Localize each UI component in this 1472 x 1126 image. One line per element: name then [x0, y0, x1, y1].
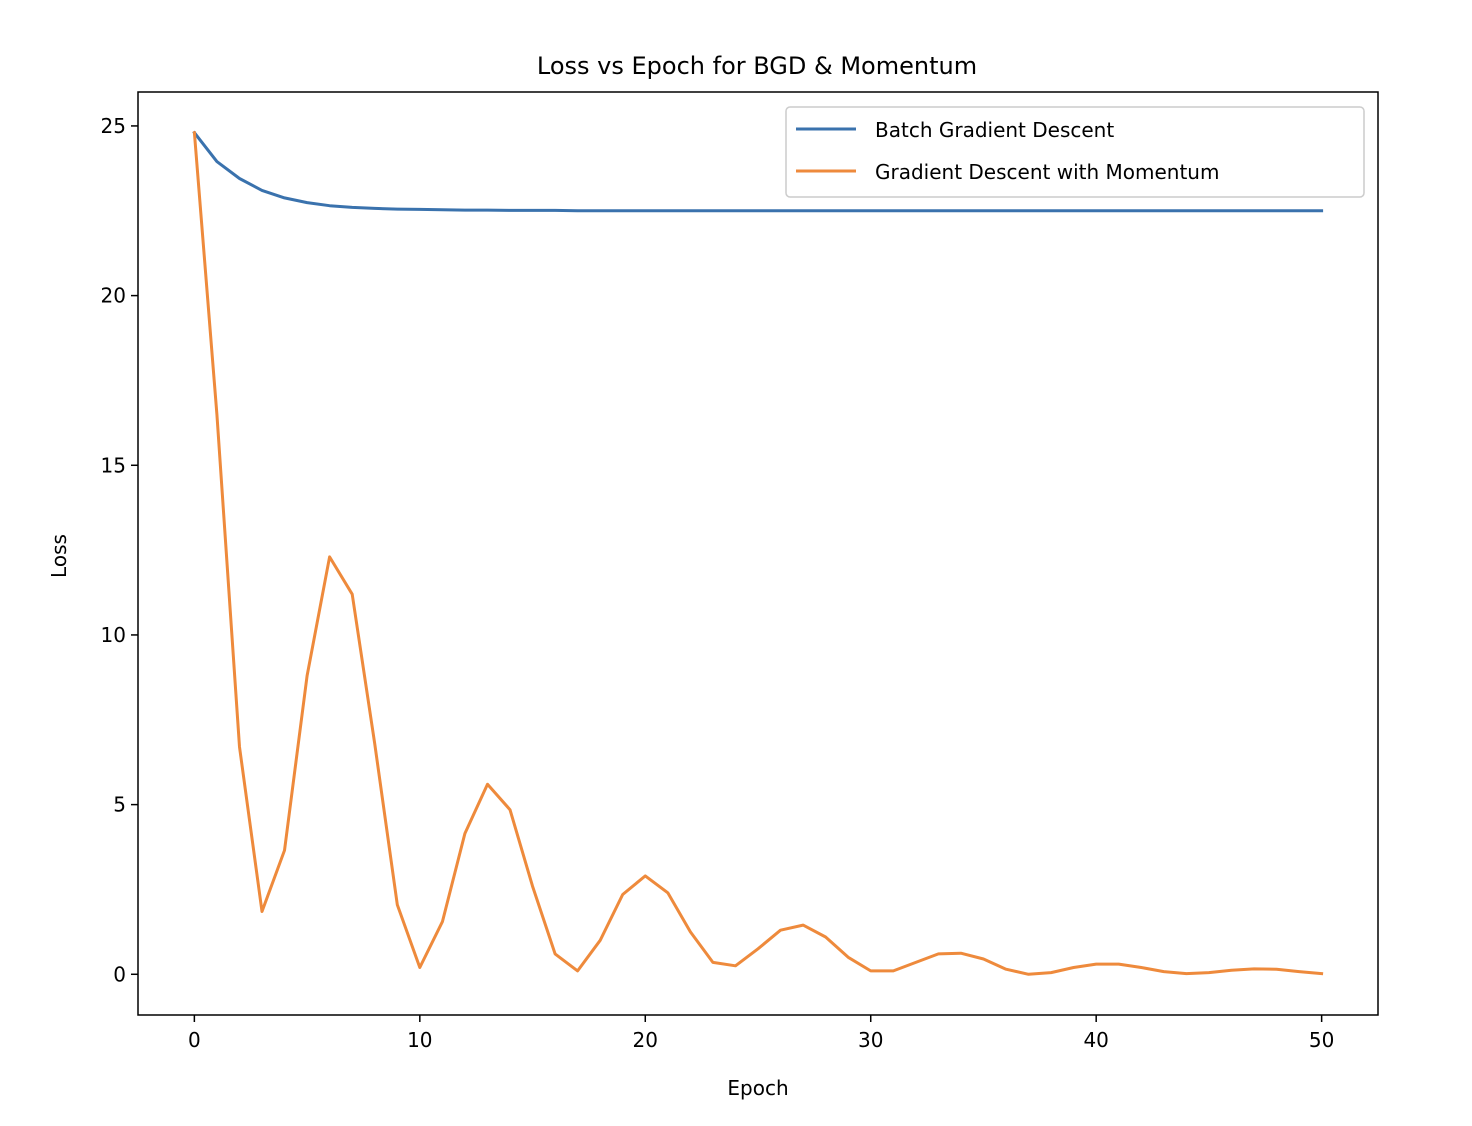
legend-label-momentum: Gradient Descent with Momentum	[875, 160, 1219, 184]
x-tick-label: 20	[633, 1028, 658, 1052]
x-tick-label: 10	[407, 1028, 432, 1052]
legend-label-bgd: Batch Gradient Descent	[875, 118, 1114, 142]
legend: Batch Gradient Descent Gradient Descent …	[786, 107, 1364, 197]
y-axis-title: Loss	[47, 534, 71, 578]
y-tick-label: 10	[101, 623, 126, 647]
x-tick-label: 50	[1309, 1028, 1334, 1052]
x-tick-label: 40	[1083, 1028, 1108, 1052]
y-tick-label: 0	[113, 962, 126, 986]
x-tick-label: 0	[188, 1028, 201, 1052]
y-tick-label: 5	[113, 793, 126, 817]
y-tick-label: 20	[101, 284, 126, 308]
y-tick-label: 15	[101, 453, 126, 477]
chart-title: Loss vs Epoch for BGD & Momentum	[537, 52, 977, 80]
y-tick-label: 25	[101, 114, 126, 138]
x-tick-label: 30	[858, 1028, 883, 1052]
x-axis-title: Epoch	[727, 1076, 788, 1100]
